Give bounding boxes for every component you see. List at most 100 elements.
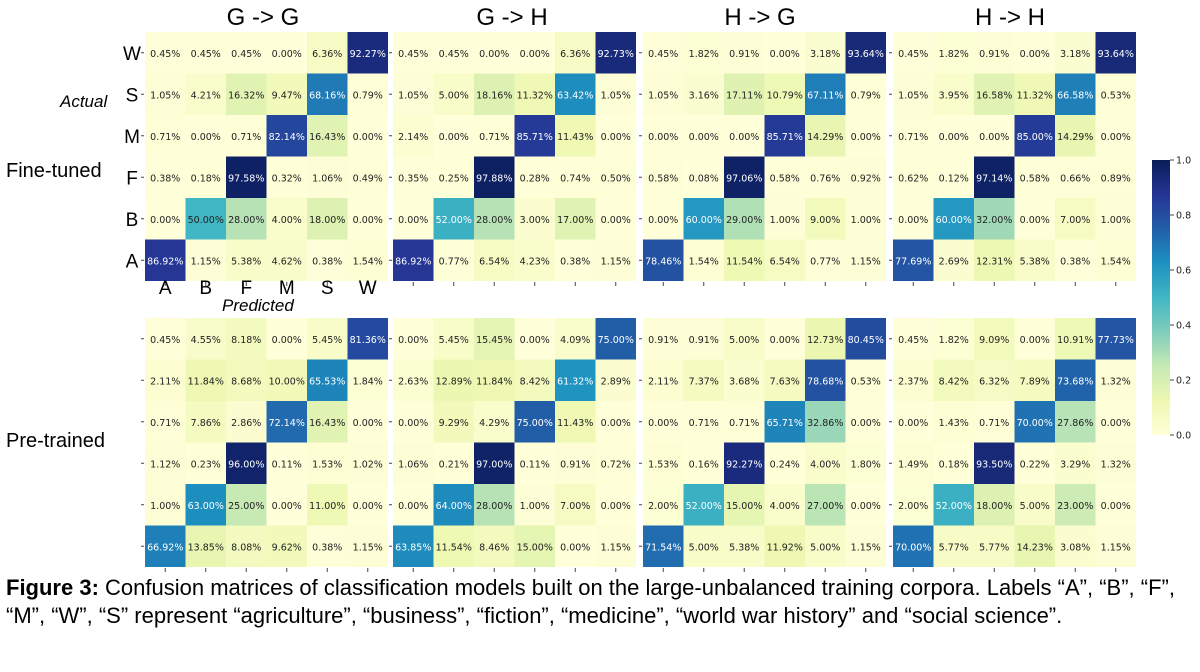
cell-value-label: 11.00% [309, 501, 345, 512]
heatmap-cell [226, 156, 267, 198]
heatmap-cell [1055, 198, 1096, 240]
cell-value-label: 0.49% [353, 173, 383, 184]
cell-value-label: 8.68% [231, 376, 261, 387]
heatmap-cell [1055, 484, 1096, 526]
cell-value-label: 11.32% [1017, 90, 1053, 101]
heatmap-cell [724, 318, 765, 360]
heatmap-cell [893, 239, 934, 281]
heatmap-cell [266, 525, 307, 567]
heatmap-cell [805, 239, 846, 281]
heatmap-cell [266, 401, 307, 443]
cell-value-label: 0.00% [1020, 49, 1050, 60]
heatmap-cell [933, 32, 974, 74]
heatmap-cell [1095, 442, 1136, 484]
heatmap-cell [307, 359, 348, 401]
cell-value-label: 1.49% [898, 459, 928, 470]
heatmap-cell [555, 484, 596, 526]
heatmap-cell [226, 401, 267, 443]
cell-value-label: 11.54% [726, 256, 762, 267]
heatmap-cell [185, 239, 226, 281]
cell-value-label: 70.00% [895, 542, 931, 553]
heatmap-cell [433, 318, 474, 360]
cell-value-label: 5.38% [231, 256, 261, 267]
heatmap-cell [307, 73, 348, 115]
heatmap-cell [933, 484, 974, 526]
cell-value-label: 9.00% [810, 215, 840, 226]
heatmap-cell [307, 318, 348, 360]
cell-value-label: 52.00% [936, 501, 972, 512]
heatmap-cell [845, 442, 886, 484]
cell-value-label: 0.00% [272, 49, 302, 60]
heatmap-cell [226, 115, 267, 157]
heatmap-cell [1055, 359, 1096, 401]
cell-value-label: 5.45% [312, 335, 342, 346]
heatmap-cell [643, 484, 684, 526]
cell-value-label: 1.02% [353, 459, 383, 470]
cell-value-label: 0.00% [1101, 418, 1131, 429]
heatmap-cell [185, 73, 226, 115]
cell-value-label: 1.15% [851, 256, 881, 267]
cell-value-label: 0.00% [648, 418, 678, 429]
heatmap-cell [1055, 525, 1096, 567]
heatmap-cell [433, 484, 474, 526]
cell-value-label: 8.08% [231, 542, 261, 553]
heatmap-cell [1014, 32, 1055, 74]
colorbar [1152, 160, 1170, 435]
cell-value-label: 6.32% [979, 376, 1009, 387]
cell-value-label: 11.32% [517, 90, 553, 101]
heatmap-cell [1014, 401, 1055, 443]
cell-value-label: 23.00% [1057, 501, 1093, 512]
heatmap-cell [1055, 115, 1096, 157]
heatmap-cell [683, 359, 724, 401]
heatmap-cell [393, 32, 434, 74]
cell-value-label: 85.71% [767, 132, 803, 143]
cell-value-label: 1.05% [898, 90, 928, 101]
cell-value-label: 0.45% [191, 49, 221, 60]
cell-value-label: 16.58% [976, 90, 1012, 101]
cell-value-label: 78.68% [807, 376, 843, 387]
cell-value-label: 66.92% [147, 542, 183, 553]
cell-value-label: 0.74% [560, 173, 590, 184]
cell-value-label: 28.00% [228, 215, 264, 226]
heatmap-cell [1014, 115, 1055, 157]
cell-value-label: 0.00% [398, 501, 428, 512]
heatmap-cell [185, 198, 226, 240]
cell-value-label: 32.00% [976, 215, 1012, 226]
heatmap-cell [683, 239, 724, 281]
heatmap-cell [1095, 198, 1136, 240]
cell-value-label: 18.00% [309, 215, 345, 226]
cell-value-label: 92.27% [350, 49, 386, 60]
heatmap-cell [514, 198, 555, 240]
panel-title-4: H -> H [974, 4, 1045, 31]
cell-value-label: 15.00% [517, 542, 553, 553]
cell-value-label: 0.00% [898, 215, 928, 226]
heatmap-cell [347, 198, 388, 240]
cell-value-label: 0.45% [439, 49, 469, 60]
heatmap-cell [724, 73, 765, 115]
cell-value-label: 82.14% [269, 132, 305, 143]
heatmap-cell [474, 525, 515, 567]
cell-value-label: 0.00% [439, 132, 469, 143]
heatmap-cell [555, 198, 596, 240]
cell-value-label: 16.43% [309, 418, 345, 429]
heatmap-cell [226, 32, 267, 74]
cell-value-label: 0.00% [353, 501, 383, 512]
cell-value-label: 0.00% [601, 132, 631, 143]
row-label-fine-tuned: Fine-tuned [6, 160, 102, 182]
cell-value-label: 6.54% [479, 256, 509, 267]
cell-value-label: 0.79% [851, 90, 881, 101]
cell-value-label: 1.15% [191, 256, 221, 267]
cell-value-label: 4.62% [272, 256, 302, 267]
cell-value-label: 8.46% [479, 542, 509, 553]
cell-value-label: 0.00% [520, 335, 550, 346]
heatmap-cell [474, 318, 515, 360]
heatmap-cell [805, 484, 846, 526]
cell-value-label: 75.00% [517, 418, 553, 429]
heatmap-cell [1095, 359, 1136, 401]
heatmap-cell [185, 484, 226, 526]
cell-value-label: 0.00% [353, 132, 383, 143]
cell-value-label: 63.42% [557, 90, 593, 101]
heatmap-cell [595, 525, 636, 567]
heatmap-cell [974, 525, 1015, 567]
cell-value-label: 0.71% [898, 132, 928, 143]
